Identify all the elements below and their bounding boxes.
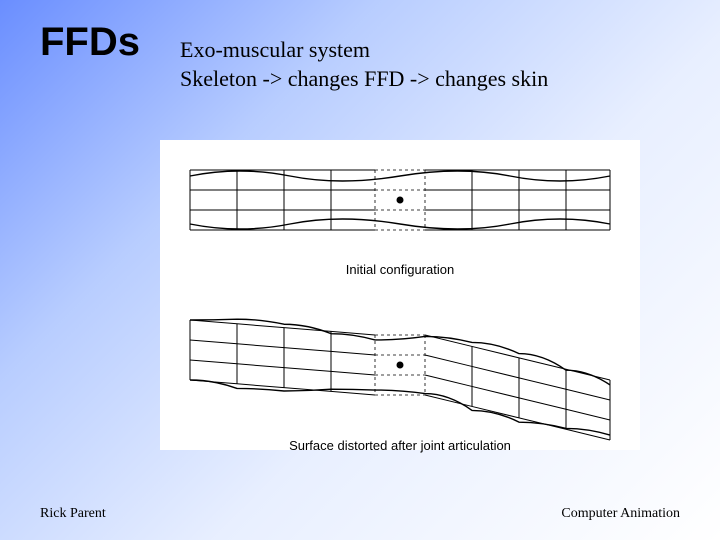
page-title: FFDs	[40, 20, 140, 65]
subtitle-line-1: Exo-muscular system	[180, 36, 548, 65]
caption-distorted: Surface distorted after joint articulati…	[160, 438, 640, 453]
ffd-diagrams-svg	[160, 140, 640, 450]
caption-initial: Initial configuration	[160, 262, 640, 277]
subtitle-block: Exo-muscular system Skeleton -> changes …	[180, 36, 548, 93]
diagram-panel: Initial configuration Surface distorted …	[160, 140, 640, 450]
footer-author: Rick Parent	[40, 506, 106, 522]
subtitle-line-2: Skeleton -> changes FFD -> changes skin	[180, 65, 548, 94]
footer-course: Computer Animation	[561, 506, 680, 522]
